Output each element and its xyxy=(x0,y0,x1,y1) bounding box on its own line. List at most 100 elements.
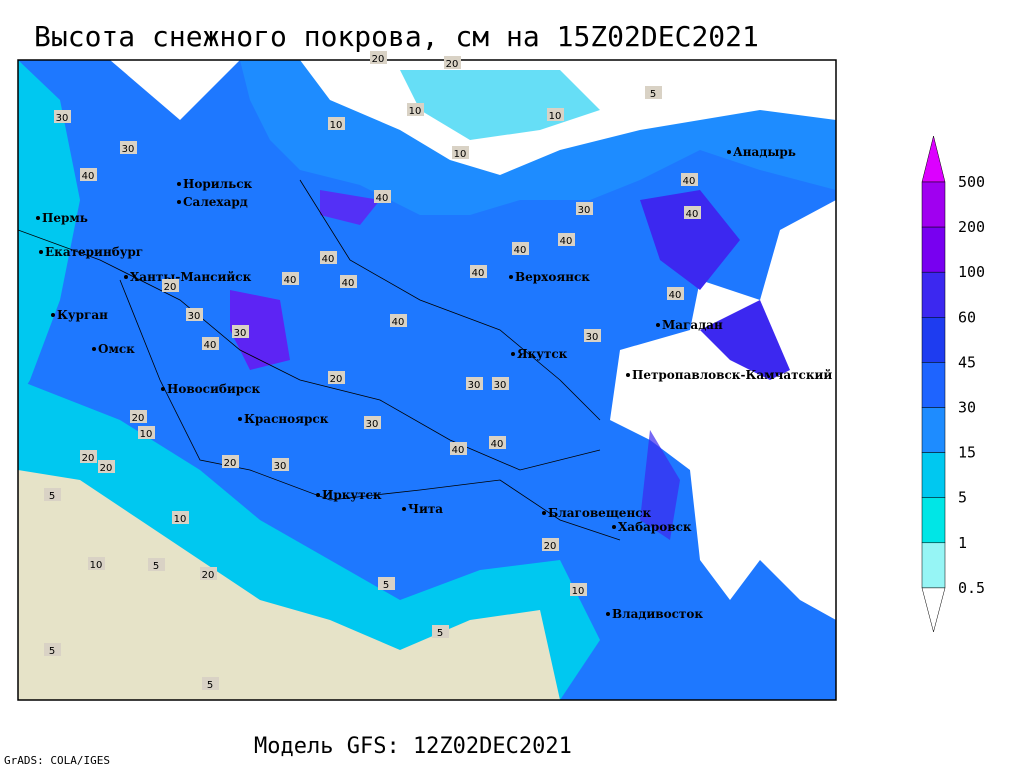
contour-label: 40 xyxy=(560,236,573,247)
contour-label-box xyxy=(512,242,529,255)
legend-bottom xyxy=(921,587,946,633)
contour-label: 30 xyxy=(366,419,379,430)
contour-label-box xyxy=(547,108,564,121)
legend-label: 0.5 xyxy=(958,579,985,597)
legend-band xyxy=(921,317,946,363)
city-dot xyxy=(39,250,43,254)
city-name: Якутск xyxy=(517,347,568,361)
contour-label-box xyxy=(340,275,357,288)
title: Высота снежного покрова, см на 15Z02DEC2… xyxy=(34,20,759,53)
contour-label: 5 xyxy=(383,580,389,591)
contour-label: 40 xyxy=(491,439,504,450)
city-name: Красноярск xyxy=(244,412,329,426)
contour-label: 20 xyxy=(446,59,459,70)
contour-label: 20 xyxy=(330,374,343,385)
contour-label-box xyxy=(444,56,461,69)
city-name: Чита xyxy=(408,502,443,516)
contour-label-box xyxy=(378,577,395,590)
legend-label: 45 xyxy=(958,353,976,371)
legend-label: 200 xyxy=(958,218,985,236)
legend-label: 60 xyxy=(958,308,976,326)
contour-label: 40 xyxy=(683,176,696,187)
legend-band xyxy=(921,452,946,498)
contour-label-box xyxy=(645,86,662,99)
contour-label: 10 xyxy=(330,120,343,131)
contour-label: 10 xyxy=(90,560,103,571)
map-frame xyxy=(17,59,837,701)
contour-label-box xyxy=(130,410,147,423)
contour-label: 20 xyxy=(544,541,557,552)
legend-label: 30 xyxy=(958,399,976,417)
city-dot xyxy=(92,347,96,351)
contour-label-box xyxy=(489,436,506,449)
contour-label: 30 xyxy=(468,380,481,391)
contour-label-box xyxy=(492,377,509,390)
contour-label: 40 xyxy=(82,171,95,182)
city-dot xyxy=(626,373,630,377)
city-name: Анадырь xyxy=(733,145,796,159)
contour-label-box xyxy=(222,455,239,468)
contour-label-box xyxy=(54,110,71,123)
contour-label-box xyxy=(452,146,469,159)
city-dot xyxy=(177,200,181,204)
contour-label-box xyxy=(667,287,684,300)
contour-label-box xyxy=(138,426,155,439)
contour-label: 30 xyxy=(122,144,135,155)
city-dot xyxy=(509,275,513,279)
city-name: Норильск xyxy=(183,177,253,191)
map xyxy=(18,60,836,700)
city-name: Владивосток xyxy=(612,607,703,621)
contour-label-box xyxy=(202,677,219,690)
legend-band xyxy=(921,226,946,273)
contour-label: 20 xyxy=(164,282,177,293)
city-dot xyxy=(656,323,660,327)
contour-label-box xyxy=(542,538,559,551)
contour-label-box xyxy=(272,458,289,471)
contour-label: 10 xyxy=(174,514,187,525)
contour-label-box xyxy=(282,272,299,285)
contour-label: 5 xyxy=(437,628,443,639)
contour-label: 40 xyxy=(392,317,405,328)
contour-label: 30 xyxy=(274,461,287,472)
city-dot xyxy=(316,493,320,497)
contour-label-box xyxy=(44,488,61,501)
city-dot xyxy=(727,150,731,154)
legend-band xyxy=(921,407,946,453)
contour-label-box xyxy=(186,308,203,321)
city-dot xyxy=(124,275,128,279)
city-name: Иркутск xyxy=(322,488,382,502)
contour-label-box xyxy=(374,190,391,203)
contour-label-box xyxy=(80,168,97,181)
contour-label-box xyxy=(320,251,337,264)
city-name: Хабаровск xyxy=(618,520,692,534)
contour-label-box xyxy=(370,51,387,64)
city-name: Курган xyxy=(57,308,108,322)
contour-label-box xyxy=(470,265,487,278)
contour-label: 5 xyxy=(207,680,213,691)
city-dot xyxy=(238,417,242,421)
contour-label-box xyxy=(120,141,137,154)
contour-label: 30 xyxy=(56,113,69,124)
contour-label-box xyxy=(328,117,345,130)
contour-label: 30 xyxy=(234,328,247,339)
city-name: Благовещенск xyxy=(548,506,652,520)
city-name: Ханты-Мансийск xyxy=(130,270,252,284)
contour-label: 10 xyxy=(454,149,467,160)
contour-label-box xyxy=(202,337,219,350)
contour-label: 40 xyxy=(376,193,389,204)
legend-label: 1 xyxy=(958,534,967,552)
contour-label-box xyxy=(162,279,179,292)
legend-band xyxy=(921,542,946,589)
contour-label: 30 xyxy=(494,380,507,391)
city-dot xyxy=(511,352,515,356)
contour-label: 20 xyxy=(100,463,113,474)
contour-label-box xyxy=(88,557,105,570)
contour-label-box xyxy=(570,583,587,596)
city-name: Верхоянск xyxy=(515,270,590,284)
contour-label-box xyxy=(328,371,345,384)
contour-label: 10 xyxy=(140,429,153,440)
contour-label: 40 xyxy=(472,268,485,279)
contour-label-box xyxy=(44,643,61,656)
